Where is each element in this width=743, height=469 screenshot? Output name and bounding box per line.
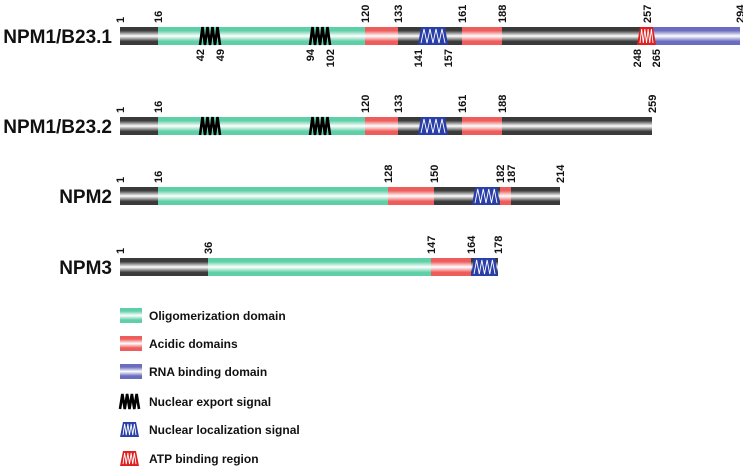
legend-label: Nuclear localization signal bbox=[149, 423, 300, 437]
nes-motif bbox=[198, 116, 222, 136]
legend-item: Nuclear localization signal bbox=[120, 422, 300, 437]
nls-motif bbox=[418, 117, 448, 135]
residue-label: 49 bbox=[215, 49, 227, 61]
residue-label: 214 bbox=[555, 164, 567, 183]
residue-label: 259 bbox=[647, 95, 659, 113]
legend-label: Nuclear export signal bbox=[149, 395, 271, 409]
protein-name: NPM1/B23.2 bbox=[3, 117, 112, 138]
residue-label: 36 bbox=[203, 242, 215, 254]
nes-motif bbox=[308, 26, 332, 46]
residue-label: 294 bbox=[735, 4, 743, 23]
legend-label: RNA binding domain bbox=[149, 365, 267, 379]
oligomerization-swatch bbox=[120, 308, 142, 323]
legend-item: ATP binding region bbox=[120, 451, 259, 466]
rna-binding-swatch bbox=[120, 364, 142, 379]
atp-motif bbox=[637, 27, 656, 45]
acidic-domain bbox=[365, 117, 398, 135]
oligomerization-domain bbox=[158, 117, 365, 135]
nes-motif bbox=[308, 116, 332, 136]
protein-name: NPM2 bbox=[59, 187, 112, 208]
legend-item: Nuclear export signal bbox=[118, 393, 271, 410]
residue-label: 147 bbox=[426, 236, 438, 254]
residue-label: 161 bbox=[457, 95, 469, 113]
rna-binding-domain bbox=[647, 27, 740, 45]
residue-label: 133 bbox=[393, 95, 405, 113]
legend-label: Acidic domains bbox=[149, 337, 238, 351]
residue-label: 248 bbox=[632, 49, 644, 67]
residue-label: 265 bbox=[651, 49, 663, 67]
legend-item: RNA binding domain bbox=[120, 364, 267, 379]
residue-label: 1 bbox=[115, 248, 127, 254]
oligomerization-domain bbox=[158, 27, 365, 45]
residue-label: 141 bbox=[413, 49, 425, 67]
nls-motif bbox=[418, 27, 448, 45]
acidic-swatch bbox=[120, 336, 142, 351]
residue-label: 157 bbox=[443, 49, 455, 67]
acidic-domain bbox=[365, 27, 398, 45]
acidic-domain bbox=[462, 117, 502, 135]
protein-row: NPM1/B23.11 16 120 133 161 188 257 294 42 49 94 102… bbox=[3, 4, 743, 68]
residue-label: 1 bbox=[115, 107, 127, 113]
residue-label: 16 bbox=[153, 11, 165, 23]
legend: Oligomerization domain Acidic domains RNA … bbox=[118, 308, 300, 466]
protein-row: NPM1/B23.21 16 120 133 161 188 259 bbox=[3, 95, 659, 138]
residue-label: 188 bbox=[497, 95, 509, 113]
residue-label: 120 bbox=[360, 5, 372, 23]
residue-label: 120 bbox=[360, 95, 372, 113]
oligomerization-domain bbox=[158, 187, 388, 205]
legend-label: ATP binding region bbox=[149, 452, 259, 466]
residue-label: 1 bbox=[115, 177, 127, 183]
acidic-domain bbox=[500, 187, 511, 205]
residue-label: 94 bbox=[305, 48, 317, 61]
acidic-domain bbox=[388, 187, 434, 205]
residue-label: 42 bbox=[195, 49, 207, 61]
residue-label: 178 bbox=[493, 236, 505, 254]
residue-label: 164 bbox=[466, 235, 478, 254]
nls-icon bbox=[120, 422, 139, 437]
residue-label: 1 bbox=[115, 17, 127, 23]
residue-label: 150 bbox=[429, 165, 441, 183]
nes-motif bbox=[198, 26, 222, 46]
legend-label: Oligomerization domain bbox=[149, 309, 286, 323]
residue-label: 182 bbox=[495, 165, 507, 183]
residue-label: 257 bbox=[642, 5, 654, 23]
atp-icon bbox=[120, 451, 139, 466]
residue-label: 16 bbox=[153, 101, 165, 113]
acidic-domain bbox=[431, 258, 471, 276]
nes-icon bbox=[118, 393, 141, 410]
legend-item: Acidic domains bbox=[120, 336, 238, 351]
residue-label: 161 bbox=[457, 5, 469, 23]
residue-label: 16 bbox=[153, 171, 165, 183]
residue-label: 188 bbox=[497, 5, 509, 23]
legend-item: Oligomerization domain bbox=[120, 308, 286, 323]
protein-name: NPM1/B23.1 bbox=[3, 27, 112, 48]
nls-motif bbox=[472, 187, 500, 205]
nls-motif bbox=[471, 258, 498, 276]
acidic-domain bbox=[462, 27, 502, 45]
residue-label: 102 bbox=[325, 49, 337, 67]
protein-name: NPM3 bbox=[59, 258, 112, 279]
residue-label: 133 bbox=[393, 5, 405, 23]
residue-label: 187 bbox=[506, 165, 518, 183]
residue-label: 128 bbox=[383, 165, 395, 183]
oligomerization-domain bbox=[208, 258, 431, 276]
